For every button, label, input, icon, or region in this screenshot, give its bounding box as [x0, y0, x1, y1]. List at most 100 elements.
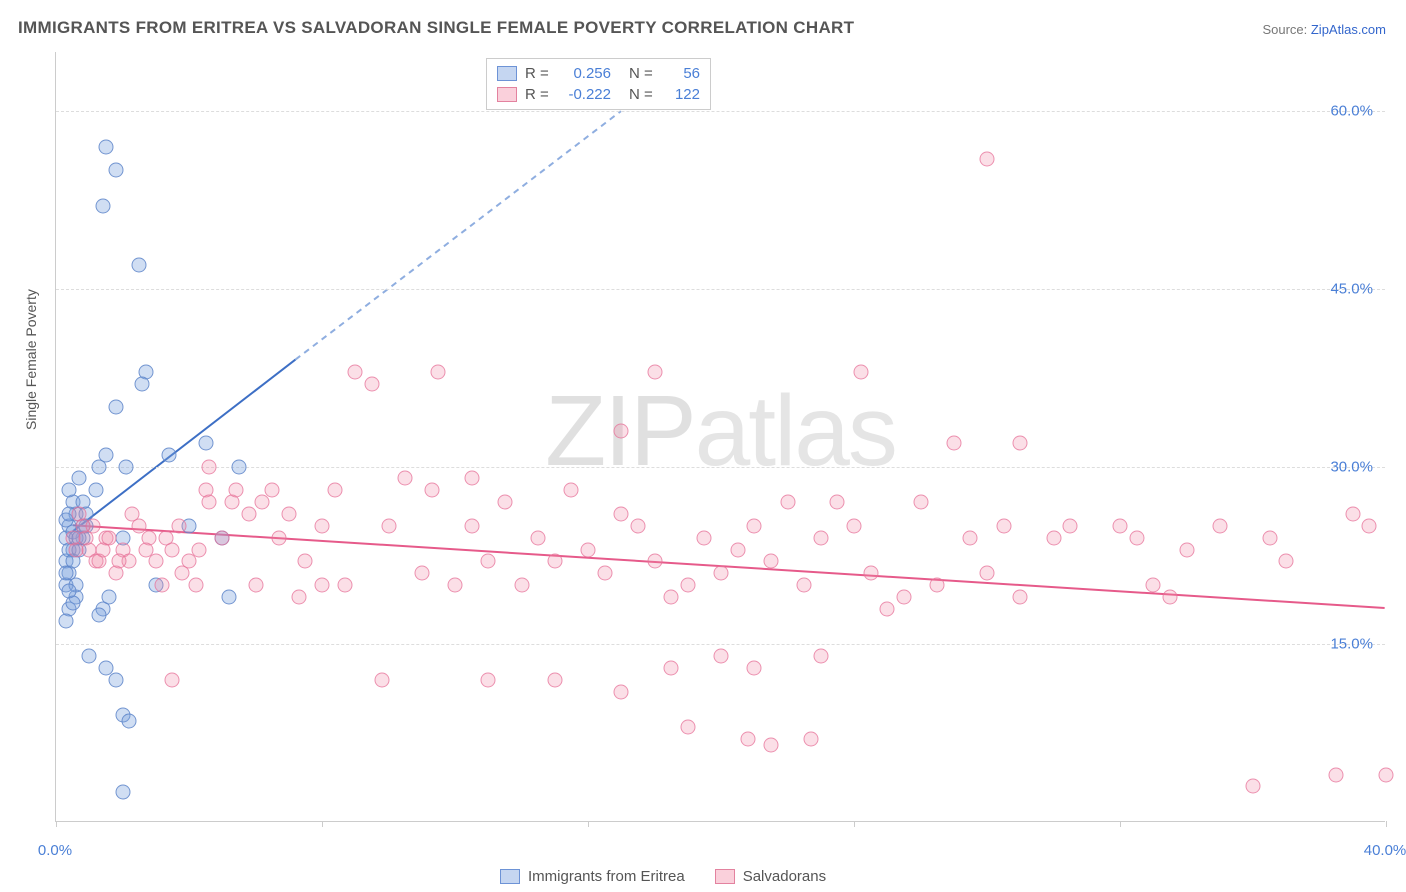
data-point — [813, 530, 828, 545]
data-point — [697, 530, 712, 545]
data-point — [547, 554, 562, 569]
data-point — [265, 483, 280, 498]
data-point — [664, 661, 679, 676]
grid-line — [56, 111, 1385, 112]
data-point — [112, 554, 127, 569]
data-point — [830, 495, 845, 510]
data-point — [162, 447, 177, 462]
data-point — [797, 578, 812, 593]
data-point — [102, 589, 117, 604]
legend-item: Immigrants from Eritrea — [500, 868, 685, 885]
x-tick — [1386, 821, 1387, 827]
data-point — [108, 672, 123, 687]
data-point — [82, 649, 97, 664]
grid-line — [56, 467, 1385, 468]
data-point — [414, 566, 429, 581]
data-point — [813, 649, 828, 664]
trend-lines — [56, 52, 1385, 821]
n-label: N = — [629, 86, 657, 103]
data-point — [98, 139, 113, 154]
legend-swatch — [497, 66, 517, 81]
data-point — [132, 258, 147, 273]
data-point — [597, 566, 612, 581]
data-point — [647, 364, 662, 379]
data-point — [108, 163, 123, 178]
data-point — [155, 578, 170, 593]
x-tick — [854, 821, 855, 827]
legend-label: Salvadorans — [743, 868, 826, 885]
watermark: ZIPatlas — [545, 373, 896, 488]
x-tick — [56, 821, 57, 827]
data-point — [497, 495, 512, 510]
data-point — [88, 483, 103, 498]
y-axis-title: Single Female Poverty — [23, 289, 39, 430]
watermark-light: atlas — [695, 374, 896, 486]
grid-line — [56, 289, 1385, 290]
data-point — [930, 578, 945, 593]
data-point — [381, 518, 396, 533]
data-point — [328, 483, 343, 498]
data-point — [431, 364, 446, 379]
data-point — [85, 518, 100, 533]
data-point — [221, 589, 236, 604]
data-point — [338, 578, 353, 593]
data-point — [853, 364, 868, 379]
data-point — [880, 601, 895, 616]
data-point — [374, 672, 389, 687]
data-point — [248, 578, 263, 593]
data-point — [108, 400, 123, 415]
data-point — [115, 785, 130, 800]
data-point — [1262, 530, 1277, 545]
legend-swatch — [497, 87, 517, 102]
n-value: 56 — [665, 65, 700, 82]
data-point — [165, 672, 180, 687]
data-point — [231, 459, 246, 474]
chart-title: IMMIGRANTS FROM ERITREA VS SALVADORAN SI… — [18, 18, 854, 38]
data-point — [514, 578, 529, 593]
source-label: Source: — [1262, 22, 1310, 37]
data-point — [172, 518, 187, 533]
data-point — [464, 471, 479, 486]
data-point — [780, 495, 795, 510]
data-point — [315, 578, 330, 593]
data-point — [148, 554, 163, 569]
data-point — [896, 589, 911, 604]
data-point — [614, 507, 629, 522]
data-point — [68, 542, 83, 557]
data-point — [1179, 542, 1194, 557]
data-point — [348, 364, 363, 379]
data-point — [614, 424, 629, 439]
data-point — [201, 459, 216, 474]
data-point — [680, 578, 695, 593]
data-point — [980, 151, 995, 166]
data-point — [714, 566, 729, 581]
data-point — [664, 589, 679, 604]
data-point — [122, 714, 137, 729]
data-point — [158, 530, 173, 545]
data-point — [481, 672, 496, 687]
data-point — [118, 459, 133, 474]
grid-line — [56, 644, 1385, 645]
y-tick-label: 15.0% — [1330, 636, 1373, 653]
data-point — [913, 495, 928, 510]
data-point — [271, 530, 286, 545]
data-point — [1013, 435, 1028, 450]
data-point — [198, 435, 213, 450]
data-point — [1113, 518, 1128, 533]
data-point — [730, 542, 745, 557]
data-point — [847, 518, 862, 533]
bottom-legend: Immigrants from Eritrea Salvadorans — [500, 868, 826, 885]
data-point — [863, 566, 878, 581]
data-point — [740, 732, 755, 747]
data-point — [996, 518, 1011, 533]
data-point — [714, 649, 729, 664]
data-point — [364, 376, 379, 391]
data-point — [614, 684, 629, 699]
source-link[interactable]: ZipAtlas.com — [1311, 22, 1386, 37]
legend-item: Salvadorans — [715, 868, 826, 885]
data-point — [95, 199, 110, 214]
data-point — [980, 566, 995, 581]
data-point — [92, 607, 107, 622]
data-point — [1362, 518, 1377, 533]
x-tick-label: 40.0% — [1364, 842, 1406, 859]
